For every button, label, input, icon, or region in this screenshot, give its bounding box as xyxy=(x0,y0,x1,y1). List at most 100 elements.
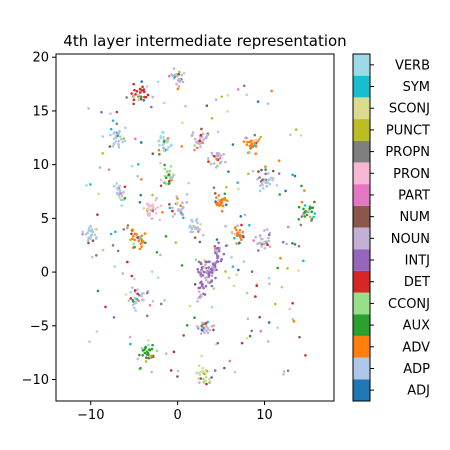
scatter-point xyxy=(221,197,225,201)
scatter-point xyxy=(155,349,159,353)
scatter-point xyxy=(267,172,270,175)
scatter-point xyxy=(264,165,267,168)
scatter-point xyxy=(210,305,214,309)
scatter-point xyxy=(253,141,257,145)
scatter-point xyxy=(114,230,117,234)
scatter-point xyxy=(246,317,250,321)
scatter-point xyxy=(89,229,93,233)
scatter-point xyxy=(209,162,213,166)
scatter-point xyxy=(251,169,255,173)
scatter-point xyxy=(179,204,182,207)
scatter-point xyxy=(254,295,257,298)
scatter-point xyxy=(257,138,261,141)
scatter-point xyxy=(212,186,216,189)
scatter-point xyxy=(207,266,210,269)
scatter-point xyxy=(121,140,124,144)
colorbar-label: NUM xyxy=(400,210,430,225)
scatter-point xyxy=(165,138,168,142)
scatter-point xyxy=(90,255,94,259)
scatter-point xyxy=(158,143,161,147)
scatter-point xyxy=(258,234,262,238)
scatter-point xyxy=(167,181,171,185)
scatter-point xyxy=(147,203,151,207)
scatter-point xyxy=(163,163,166,167)
scatter-point xyxy=(248,223,251,227)
scatter-point xyxy=(193,225,196,228)
scatter-point xyxy=(258,176,261,179)
colorbar-legend: ADJ ADP ADV AUX CCONJ DET INTJ NOUN NUM PART PRON P… xyxy=(352,53,430,402)
scatter-point xyxy=(178,70,181,74)
scatter-point xyxy=(270,176,273,179)
scatter-point xyxy=(96,289,100,293)
scatter-point xyxy=(133,137,137,141)
scatter-point xyxy=(263,229,266,232)
scatter-point xyxy=(139,193,143,197)
scatter-point xyxy=(162,149,166,152)
scatter-point xyxy=(125,96,128,99)
scatter-point xyxy=(210,117,214,120)
colorbar-segment xyxy=(353,162,370,185)
scatter-point xyxy=(260,245,263,248)
scatter-point xyxy=(218,162,222,165)
scatter-point xyxy=(256,100,260,103)
colorbar-segment xyxy=(353,249,370,271)
scatter-point xyxy=(91,239,95,243)
scatter-point xyxy=(199,377,203,380)
plot-area-frame xyxy=(55,53,335,402)
scatter-point xyxy=(263,247,267,250)
scatter-point xyxy=(254,152,258,156)
scatter-point xyxy=(109,127,113,131)
scatter-point xyxy=(148,303,152,307)
scatter-point xyxy=(176,197,179,200)
scatter-point xyxy=(142,90,146,94)
scatter-point xyxy=(309,206,312,210)
scatter-point xyxy=(185,193,189,196)
scatter-point xyxy=(109,232,113,236)
scatter-point xyxy=(216,255,220,258)
scatter-point xyxy=(200,127,203,131)
scatter-point xyxy=(95,254,98,257)
colorbar-segment xyxy=(353,184,370,206)
scatter-point xyxy=(171,209,174,213)
scatter-point xyxy=(151,95,155,99)
scatter-point xyxy=(205,324,208,328)
scatter-point xyxy=(210,284,214,288)
scatter-point xyxy=(164,182,168,186)
scatter-point xyxy=(182,71,186,75)
scatter-point xyxy=(151,209,155,213)
scatter-point xyxy=(166,148,169,151)
scatter-point xyxy=(257,249,260,252)
scatter-point xyxy=(112,184,116,188)
scatter-point xyxy=(112,137,116,141)
scatter-point xyxy=(132,98,136,102)
scatter-point xyxy=(230,230,234,234)
scatter-point xyxy=(177,72,181,76)
scatter-point xyxy=(205,329,209,333)
scatter-point xyxy=(124,126,127,130)
scatter-point xyxy=(185,201,189,204)
scatter-point xyxy=(162,135,165,139)
scatter-point xyxy=(297,244,301,248)
scatter-point xyxy=(184,104,187,108)
scatter-point xyxy=(104,305,107,309)
scatter-point xyxy=(199,261,203,265)
scatter-point xyxy=(202,270,206,274)
scatter-point xyxy=(200,324,204,328)
scatter-point xyxy=(120,137,123,141)
colorbar-segment xyxy=(353,119,370,141)
scatter-point xyxy=(151,193,154,197)
colorbar-segment xyxy=(353,54,370,76)
scatter-point xyxy=(219,154,223,157)
scatter-point xyxy=(236,268,240,272)
scatter-point xyxy=(252,239,255,242)
scatter-point xyxy=(130,92,133,95)
scatter-point xyxy=(245,143,249,147)
scatter-point xyxy=(111,144,115,148)
scatter-point xyxy=(150,204,154,208)
scatter-point xyxy=(210,376,213,379)
scatter-point xyxy=(267,239,271,243)
scatter-point xyxy=(302,212,305,216)
scatter-point xyxy=(297,217,301,221)
scatter-point xyxy=(275,184,279,187)
y-tick-label: 5 xyxy=(41,212,49,227)
